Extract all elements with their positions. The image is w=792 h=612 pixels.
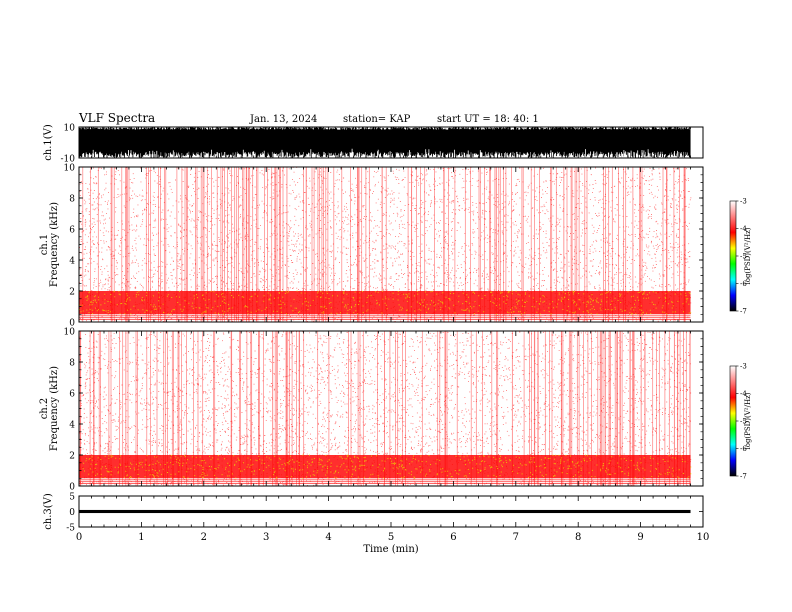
- x-tick-label: 0: [76, 532, 82, 543]
- y-tick-label: 4: [69, 421, 75, 431]
- y-tick-label: -5: [66, 524, 75, 534]
- x-ticks-0: [78, 127, 704, 158]
- y-tick-label: 0: [69, 319, 75, 329]
- colorbar-2: [729, 365, 737, 477]
- x-tick-label: 8: [575, 532, 581, 543]
- y-tick-label: 8: [69, 195, 75, 205]
- y-tick-label: 6: [69, 226, 75, 236]
- y-tick-label: 4: [69, 257, 75, 267]
- ch2-spectrogram-channel-label: ch.2: [39, 398, 50, 420]
- spectrogram-1-hot: [79, 290, 692, 315]
- y-tick-label: 5: [69, 493, 75, 503]
- colorbar-tick-label: -7: [740, 473, 747, 481]
- ch2-spectrogram-ylabel: Frequency (kHz): [49, 366, 60, 451]
- colorbar-tick-label: -6: [740, 280, 747, 288]
- y-minor-ticks-1: [79, 166, 703, 323]
- x-ticks-3: [78, 496, 704, 527]
- spectrogram-1-band: [79, 291, 691, 315]
- x-tick-label: 5: [388, 532, 394, 543]
- x-tick-label: 7: [513, 532, 519, 543]
- x-tick-label: 9: [637, 532, 643, 543]
- x-tick-label: 4: [325, 532, 331, 543]
- y-minor-ticks-2: [79, 330, 703, 487]
- ch1-spectrogram-channel-label: ch.1: [39, 234, 50, 256]
- x-axis-label: Time (min): [363, 544, 418, 555]
- ch2-colorbar-label: log(PSD)(V²/Hz): [744, 392, 752, 449]
- colorbar-tick-label: -5: [740, 253, 747, 261]
- ch1-waveform-ylabel: ch.1(V): [43, 124, 54, 161]
- ch1-spectrogram-ylabel: Frequency (kHz): [49, 202, 60, 287]
- y-tick-label: 8: [69, 359, 75, 369]
- start-time-label: start UT = 18: 40: 1: [437, 114, 539, 125]
- x-tick-label: 1: [138, 532, 144, 543]
- spectrogram-1-sferics: [82, 167, 686, 322]
- y-tick-label: 10: [64, 328, 76, 338]
- colorbar-tick-label: -3: [740, 198, 747, 206]
- y-tick-label: 0: [69, 508, 75, 518]
- date-label: Jan. 13, 2024: [250, 114, 318, 125]
- ch3-waveform-ylabel: ch.3(V): [43, 493, 54, 530]
- plot-axes-layer: [78, 126, 739, 528]
- ch3-waveform-trace: [79, 509, 691, 514]
- x-tick-label: 10: [697, 532, 710, 543]
- x-ticks-2: [78, 331, 704, 486]
- y-tick-label: -10: [61, 155, 76, 165]
- chart-title: VLF Spectra: [79, 111, 156, 125]
- y-tick-label: 10: [64, 164, 76, 174]
- y-tick-label: 10: [64, 124, 76, 134]
- colorbar-tick-label: -4: [740, 390, 747, 398]
- ch1-colorbar-label: log(PSD)(V²/Hz): [744, 227, 752, 284]
- colorbar-tick-label: -6: [740, 445, 747, 453]
- colorbar-1: [729, 200, 737, 312]
- station-label: station= KAP: [343, 114, 411, 125]
- plot-data-layer: [78, 127, 692, 514]
- spectrogram-2-band: [79, 455, 691, 479]
- colorbar-tick-label: -5: [740, 418, 747, 426]
- x-ticks-1: [78, 167, 704, 322]
- colorbar-tick-label: -7: [740, 308, 747, 316]
- y-tick-label: 2: [69, 288, 75, 298]
- x-tick-label: 6: [450, 532, 456, 543]
- y-tick-label: 0: [69, 483, 75, 493]
- x-tick-label: 2: [201, 532, 207, 543]
- x-tick-label: 3: [263, 532, 269, 543]
- y-tick-label: 2: [69, 452, 75, 462]
- spectrogram-2-hot: [82, 454, 692, 479]
- colorbar-tick-label: -3: [740, 363, 747, 371]
- ch1-waveform-trace: [78, 127, 691, 158]
- colorbar-tick-label: -4: [740, 225, 747, 233]
- y-tick-label: 6: [69, 390, 75, 400]
